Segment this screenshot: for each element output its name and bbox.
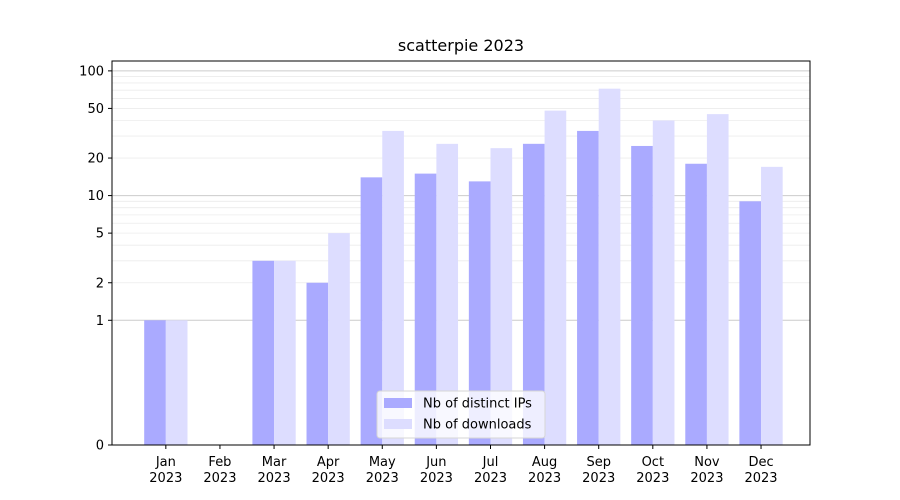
- x-tick-label-oct: Oct: [642, 455, 664, 470]
- bar-1-may: [360, 177, 383, 445]
- y-tick-label-50: 50: [87, 102, 104, 117]
- y-tick-label-1: 1: [96, 314, 104, 329]
- bar-1-sep: [577, 130, 599, 445]
- legend-label-1: Nb of distinct IPs: [423, 397, 532, 412]
- x-tick-label-jan: Jan: [155, 455, 176, 470]
- x-tick-label-jun: Jun: [425, 455, 446, 470]
- x-tick-label-jul: Jul: [482, 455, 499, 470]
- x-tick-year-apr: 2023: [312, 471, 345, 486]
- bar-1-nov: [685, 163, 707, 445]
- bar-1-jul: [468, 181, 491, 445]
- x-tick-year-oct: 2023: [636, 471, 669, 486]
- bar-1-oct: [631, 145, 653, 446]
- x-tick-year-aug: 2023: [528, 471, 561, 486]
- bar-2-aug: [544, 110, 567, 445]
- legend-swatch-1: [384, 398, 412, 408]
- y-tick-label-0: 0: [96, 439, 104, 454]
- x-tick-year-sep: 2023: [582, 471, 615, 486]
- y-tick-label-100: 100: [79, 64, 104, 79]
- bar-2-may: [382, 130, 404, 445]
- bar-2-jul: [490, 148, 513, 445]
- bar-1-jun: [414, 173, 437, 445]
- legend-swatch-2: [384, 419, 412, 429]
- legend-label-2: Nb of downloads: [423, 418, 532, 433]
- x-tick-label-mar: Mar: [262, 455, 287, 470]
- legend-box: [376, 390, 546, 439]
- bar-1-dec: [739, 201, 762, 445]
- x-tick-label-sep: Sep: [586, 455, 611, 470]
- x-tick-label-dec: Dec: [748, 455, 773, 470]
- bar-2-nov: [706, 114, 729, 445]
- x-tick-label-feb: Feb: [208, 455, 231, 470]
- x-tick-label-apr: Apr: [317, 455, 340, 470]
- y-tick-label-10: 10: [87, 189, 104, 204]
- plot-area: 0125102050100Jan2023Feb2023Mar2023Apr202…: [79, 60, 811, 486]
- x-tick-year-feb: 2023: [203, 471, 236, 486]
- bar-1-jan: [144, 320, 166, 445]
- x-tick-year-mar: 2023: [258, 471, 291, 486]
- bar-2-mar: [274, 260, 296, 445]
- x-tick-label-nov: Nov: [694, 455, 720, 470]
- bar-1-mar: [252, 260, 275, 445]
- y-tick-label-20: 20: [87, 152, 104, 167]
- x-tick-year-jun: 2023: [420, 471, 453, 486]
- axes-frame: [111, 60, 811, 446]
- x-tick-label-aug: Aug: [532, 455, 557, 470]
- bar-2-oct: [652, 120, 675, 445]
- bar-2-jun: [436, 143, 459, 446]
- bar-2-apr: [328, 233, 350, 445]
- x-tick-year-jan: 2023: [149, 471, 182, 486]
- y-tick-label-2: 2: [96, 276, 104, 291]
- bar-1-apr: [306, 282, 329, 445]
- x-tick-label-may: May: [369, 455, 396, 470]
- x-tick-year-dec: 2023: [744, 471, 777, 486]
- legend: Nb of distinct IPs Nb of downloads: [376, 390, 546, 439]
- chart-title: scatterpie 2023: [398, 36, 524, 55]
- bar-2-jan: [165, 320, 188, 445]
- x-tick-year-may: 2023: [366, 471, 399, 486]
- y-tick-label-5: 5: [96, 227, 104, 242]
- bar-2-sep: [598, 88, 621, 446]
- bar-2-dec: [761, 166, 783, 445]
- x-tick-year-nov: 2023: [690, 471, 723, 486]
- x-tick-year-jul: 2023: [474, 471, 507, 486]
- bar-1-aug: [522, 143, 545, 446]
